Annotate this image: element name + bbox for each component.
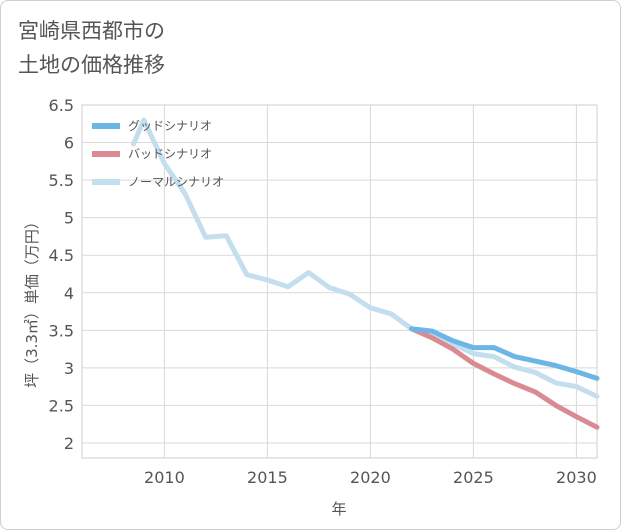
y-tick-label: 2.5 [49, 396, 74, 415]
y-tick-label: 3 [64, 359, 74, 378]
y-tick-label: 4.5 [49, 246, 74, 265]
x-tick-label: 2030 [556, 468, 597, 487]
x-tick-label: 2015 [247, 468, 288, 487]
y-tick-label: 6.5 [49, 96, 74, 115]
plot-frame [81, 104, 598, 459]
chart-title: 宮崎県西都市の 土地の価格推移 [18, 14, 165, 82]
y-tick-label: 5.5 [49, 171, 74, 190]
y-tick-label: 3.5 [49, 321, 74, 340]
x-axis-label: 年 [331, 500, 346, 518]
chart-title-line-2: 土地の価格推移 [18, 53, 165, 77]
y-tick-label: 4 [64, 284, 74, 303]
legend-label: バッドシナリオ [128, 147, 212, 161]
y-tick-label: 2 [64, 434, 74, 453]
legend-label: グッドシナリオ [128, 119, 212, 133]
y-axis-ticks: 2 2.5 3 3.5 4 4.5 5 5.5 6 6.5 [49, 96, 74, 453]
series-line-1 [409, 326, 600, 430]
y-tick-label: 6 [64, 134, 74, 153]
x-tick-label: 2025 [453, 468, 494, 487]
x-axis-ticks: 2010 2015 2020 2025 2030 [144, 468, 597, 487]
x-tick-label: 2010 [144, 468, 185, 487]
chart-title-line-1: 宮崎県西都市の [18, 19, 165, 43]
y-tick-label: 5 [64, 209, 74, 228]
legend-label: ノーマルシナリオ [128, 175, 224, 189]
x-tick-label: 2020 [350, 468, 391, 487]
series-lines [131, 117, 600, 430]
series-line-2 [131, 117, 600, 399]
series-line-0 [409, 326, 600, 381]
y-axis-label: 坪（3.3㎡）単価（万円） [23, 214, 41, 388]
